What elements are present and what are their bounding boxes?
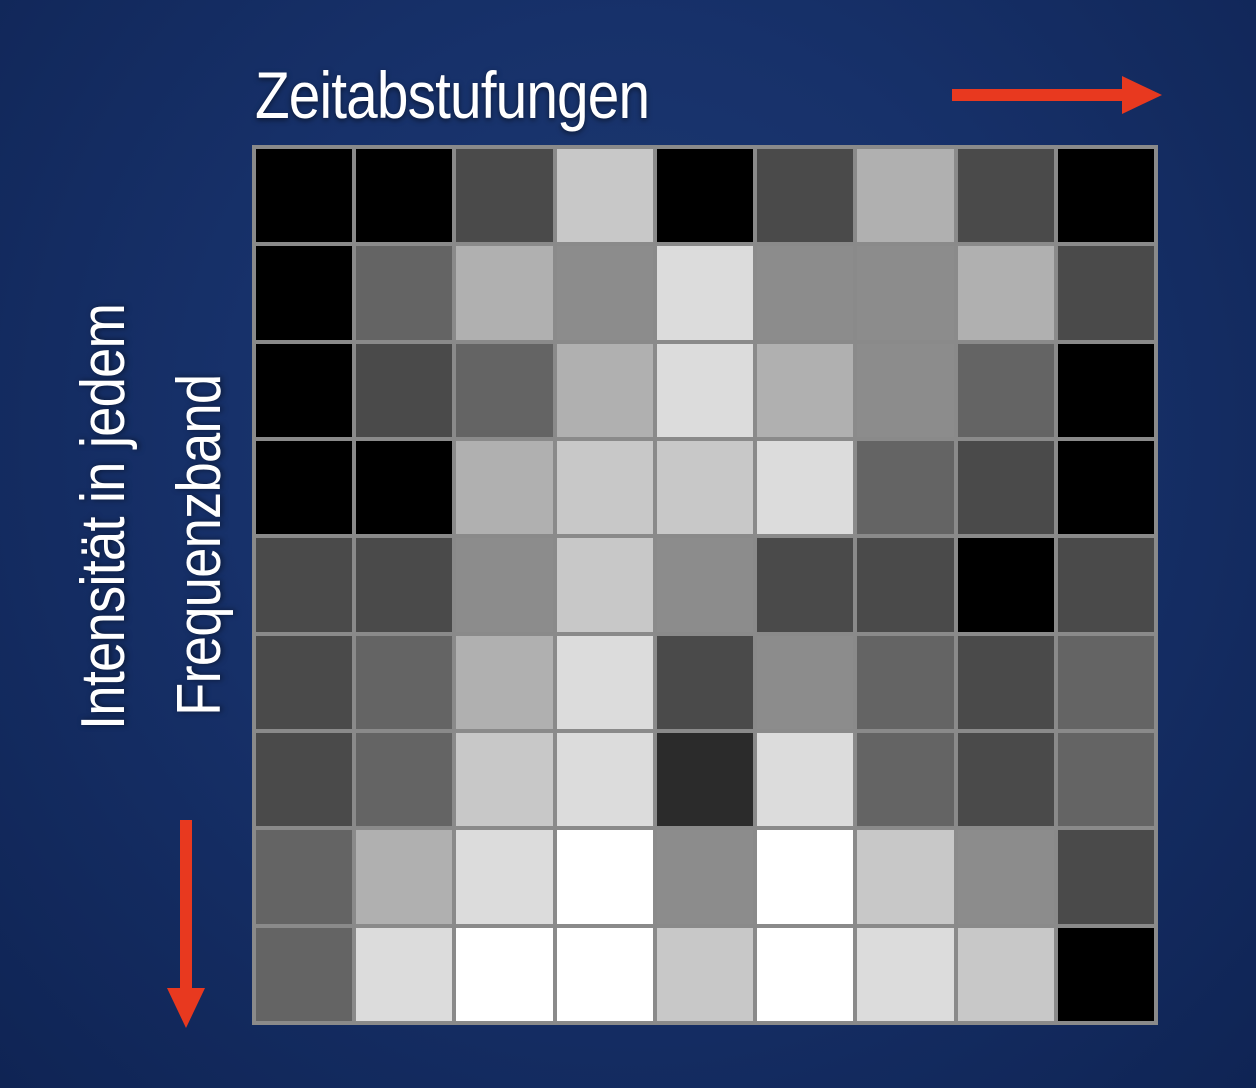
grid-cell [1057,149,1154,243]
grid-cell [656,830,754,924]
grid-cell [356,927,453,1021]
grid-cell [757,343,854,437]
grid-cell [456,441,553,535]
grid-cell [556,635,653,729]
grid-cell [857,733,954,827]
grid-cell [656,635,754,729]
grid-cell [857,149,954,243]
grid-cell [857,635,954,729]
grid-cell [656,149,754,243]
grid-cell [356,635,453,729]
grid-cell [256,927,353,1021]
grid-cell [456,635,553,729]
grid-cell [957,927,1054,1021]
grid-cell [656,441,754,535]
grid-cell [456,149,553,243]
grid-cell [757,441,854,535]
grid-cell [757,733,854,827]
grid-cell [1057,830,1154,924]
grid-cell [1057,441,1154,535]
grid-cell [256,538,353,632]
grid-cell [556,830,653,924]
grid-cell [356,343,453,437]
grid-cell [456,830,553,924]
grid-cell [556,441,653,535]
grid-cell [857,246,954,340]
grid-cell [957,733,1054,827]
grid-cell [456,343,553,437]
grid-cell [957,343,1054,437]
grid-cell [656,246,754,340]
grid-cell [656,733,754,827]
grid-cell [256,441,353,535]
grid-cell [957,830,1054,924]
grid-cell [1057,927,1154,1021]
grid-cell [957,246,1054,340]
grid-cell [256,635,353,729]
y-axis-label-line2: Frequenzband [165,374,234,716]
grid-cell [656,927,754,1021]
grid-cell [757,538,854,632]
grid-cell [757,635,854,729]
grid-cell [556,246,653,340]
grid-cell [456,538,553,632]
grid-cell [1057,733,1154,827]
grid-cell [1057,343,1154,437]
grid-cell [356,830,453,924]
grid-cell [656,538,754,632]
grid-cell [757,927,854,1021]
grid-cell [556,149,653,243]
grid-cell [957,149,1054,243]
grid-cell [857,343,954,437]
grid-cell [1057,538,1154,632]
grid-cell [857,927,954,1021]
grid-cell [1057,635,1154,729]
grid-cell [456,927,553,1021]
grid-cell [456,733,553,827]
grid-cell [757,149,854,243]
grid-cell [957,441,1054,535]
grid-cell [456,246,553,340]
arrow-right-icon [952,76,1162,114]
y-axis-label-line1: Intensität in jedem [69,303,138,730]
grid-cell [356,149,453,243]
grid-cell [356,733,453,827]
grid-cell [556,927,653,1021]
grid-cell [556,733,653,827]
grid-cell [556,538,653,632]
grid-cell [656,343,754,437]
grid-cell [957,538,1054,632]
grid-cell [757,830,854,924]
title-time-steps: Zeitabstufungen [255,58,650,132]
y-axis-label: Intensität in jedem Frequenzband [68,200,238,730]
intensity-grid [252,145,1158,1025]
grid-cell [857,441,954,535]
grid-cell [356,246,453,340]
grid-cell [857,538,954,632]
grid-cell [256,343,353,437]
grid-cell [1057,246,1154,340]
grid-cell [256,246,353,340]
grid-cell [356,441,453,535]
grid-cell [757,246,854,340]
grid-cell [356,538,453,632]
grid-cell [256,149,353,243]
grid-cell [256,830,353,924]
grid-cell [957,635,1054,729]
grid-cell [857,830,954,924]
grid-cell [556,343,653,437]
arrow-down-icon [167,820,205,1028]
grid-cell [256,733,353,827]
